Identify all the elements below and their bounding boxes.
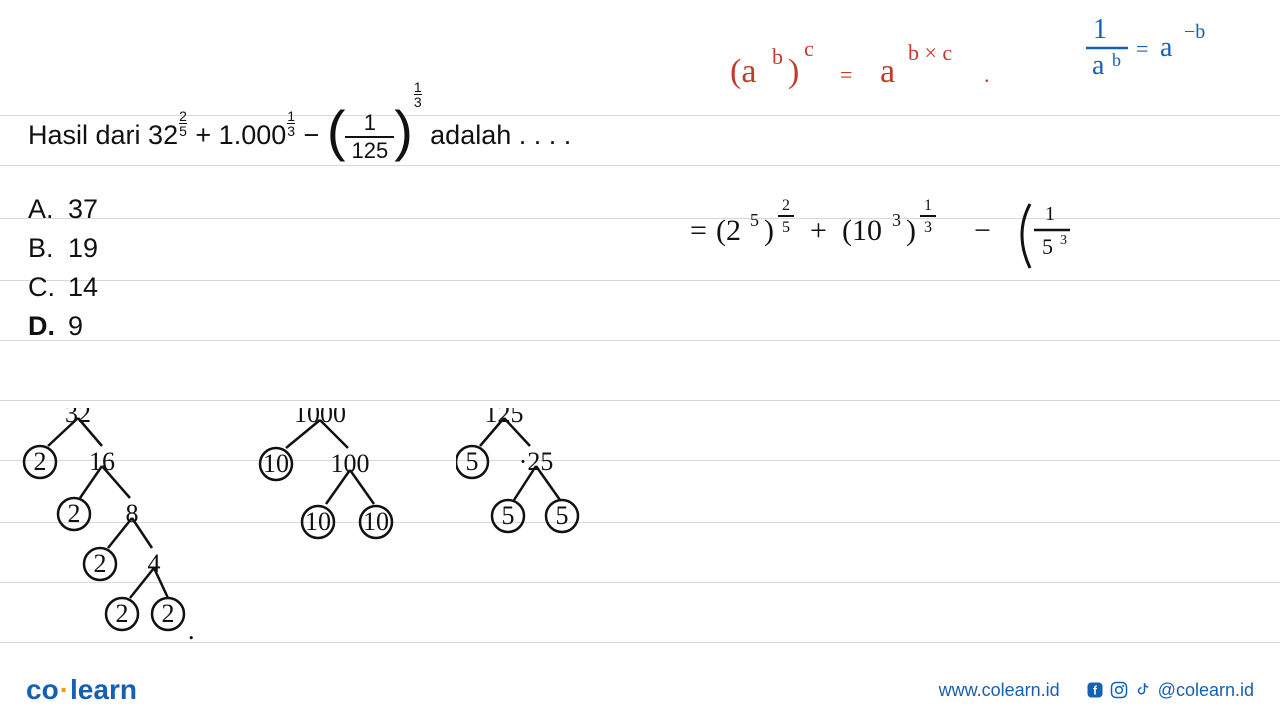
svg-text:5: 5: [1042, 234, 1053, 259]
svg-text:): ): [764, 214, 774, 247]
hand-work-svg: = (2 5 ) 2 5 + (10 3 ) 1 3 − 1: [690, 190, 1250, 280]
svg-text:10: 10: [363, 507, 389, 536]
minus-sign: −: [296, 120, 327, 150]
exp-1000: 13: [287, 109, 295, 138]
logo-dot: ·: [59, 674, 70, 705]
svg-text:32: 32: [65, 408, 91, 428]
exp-paren: 13: [413, 92, 423, 123]
facebook-icon: f: [1086, 681, 1104, 699]
svg-text:1000: 1000: [294, 408, 346, 428]
svg-text:=: =: [690, 214, 707, 247]
svg-text:a: a: [1092, 50, 1105, 81]
svg-text:=: =: [840, 62, 852, 87]
plus-sign: +: [188, 120, 219, 150]
base-1000: 1.000: [219, 120, 287, 150]
choice-row: D.9: [28, 307, 98, 346]
svg-text:·25: ·25: [519, 447, 554, 476]
hand-formula-negative-exp: 1 a b = a −b: [1086, 14, 1276, 99]
svg-text:10: 10: [263, 449, 289, 478]
svg-text:.: .: [984, 62, 990, 87]
question-prefix: Hasil dari: [28, 120, 148, 150]
footer-url: www.colearn.id: [939, 680, 1060, 701]
svg-text:4: 4: [148, 549, 161, 578]
tiktok-icon: [1134, 681, 1152, 699]
svg-text:a: a: [1160, 32, 1173, 63]
svg-text:3: 3: [924, 219, 932, 236]
footer: co·learn www.colearn.id f @colearn.id: [0, 670, 1280, 710]
svg-text:): ): [788, 53, 799, 90]
factor-tree-1000: 1000101001010: [252, 408, 452, 663]
svg-text:(2: (2: [716, 214, 741, 247]
svg-text:−: −: [974, 214, 991, 247]
svg-text:): ): [906, 214, 916, 247]
svg-text:5: 5: [750, 210, 759, 230]
svg-text:100: 100: [331, 449, 370, 478]
svg-text:b × c: b × c: [908, 40, 952, 65]
hand-formula-svg: (a b ) c = a b × c .: [730, 30, 1070, 110]
trailing-dot: .: [188, 616, 195, 646]
fraction-1-125: 1125: [345, 110, 394, 164]
svg-text:125: 125: [485, 408, 524, 428]
choice-value: 19: [68, 233, 98, 263]
choice-letter: D.: [28, 307, 68, 346]
svg-text:−b: −b: [1184, 21, 1205, 43]
logo-learn: learn: [70, 674, 137, 705]
svg-text:3: 3: [1060, 233, 1067, 248]
page: Hasil dari 3225 + 1.00013 − (1125)13 ada…: [0, 0, 1280, 720]
instagram-icon: [1110, 681, 1128, 699]
svg-text:5: 5: [556, 501, 569, 530]
choice-letter: A.: [28, 190, 68, 229]
svg-text:8: 8: [126, 499, 139, 528]
svg-text:=: =: [1136, 36, 1148, 61]
svg-text:(a: (a: [730, 53, 756, 90]
svg-text:2: 2: [34, 447, 47, 476]
svg-text:3: 3: [892, 210, 901, 230]
hand-blue-svg: 1 a b = a −b: [1086, 14, 1276, 94]
choice-row: A.37: [28, 190, 98, 229]
svg-text:1: 1: [924, 197, 932, 214]
footer-handle: f @colearn.id: [1086, 680, 1254, 701]
choice-row: B.19: [28, 229, 98, 268]
choice-letter: C.: [28, 268, 68, 307]
hand-formula-power-rule: (a b ) c = a b × c .: [730, 30, 1070, 115]
svg-text:2: 2: [94, 549, 107, 578]
svg-text:5: 5: [466, 447, 479, 476]
svg-text:a: a: [880, 53, 895, 90]
base-32: 32: [148, 120, 178, 150]
logo-co: co: [26, 674, 59, 705]
svg-text:1: 1: [1093, 14, 1107, 45]
svg-text:10: 10: [305, 507, 331, 536]
svg-text:5: 5: [502, 501, 515, 530]
choice-value: 14: [68, 272, 98, 302]
svg-text:(10: (10: [842, 214, 882, 247]
svg-text:2: 2: [162, 599, 175, 628]
choice-value: 37: [68, 194, 98, 224]
svg-text:16: 16: [89, 447, 115, 476]
factor-tree-125: 1255·2555: [456, 408, 656, 663]
brand-logo: co·learn: [26, 674, 137, 706]
svg-text:+: +: [810, 214, 827, 247]
answer-choices: A.37B.19C.14D.9: [28, 190, 98, 347]
svg-text:c: c: [804, 36, 814, 61]
svg-text:2: 2: [116, 599, 129, 628]
svg-text:b: b: [772, 44, 783, 69]
choice-letter: B.: [28, 229, 68, 268]
exp-32: 25: [179, 109, 187, 138]
question-text: Hasil dari 3225 + 1.00013 − (1125)13 ada…: [28, 110, 571, 164]
svg-text:5: 5: [782, 219, 790, 236]
choice-row: C.14: [28, 268, 98, 307]
svg-text:b: b: [1112, 50, 1121, 70]
hand-working-line: = (2 5 ) 2 5 + (10 3 ) 1 3 − 1: [690, 190, 1250, 285]
footer-handle-text: @colearn.id: [1158, 680, 1254, 701]
svg-text:1: 1: [1045, 203, 1055, 225]
svg-text:2: 2: [782, 197, 790, 214]
svg-text:2: 2: [68, 499, 81, 528]
question-suffix: adalah . . . .: [423, 120, 572, 150]
choice-value: 9: [68, 311, 83, 341]
